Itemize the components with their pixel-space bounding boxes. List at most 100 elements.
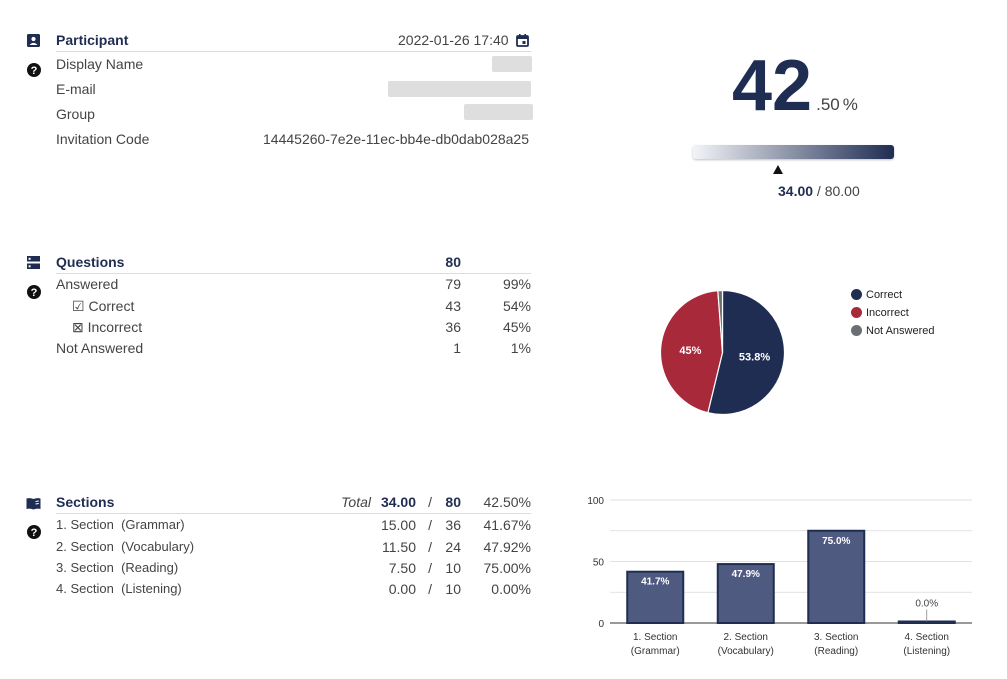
- pie-slice-correct-label: 53.8%: [739, 351, 770, 363]
- group-value: [464, 104, 533, 120]
- section-4-slash: /: [428, 581, 432, 597]
- participant-title: Participant: [56, 32, 129, 48]
- section-3-subtitle: (Reading): [121, 560, 179, 575]
- incorrect-box-icon: ⊠: [72, 319, 84, 335]
- legend-correct[interactable]: Correct: [851, 289, 902, 301]
- answered-percent: 99%: [502, 276, 531, 292]
- answered-label: Answered: [56, 276, 119, 292]
- section-2-percent: 47.92%: [483, 539, 531, 555]
- section-1-points: 15.00: [380, 517, 416, 533]
- legend-incorrect-dot: [851, 307, 862, 318]
- section-3-max: 10: [445, 560, 461, 576]
- section-1-subtitle: (Grammar): [121, 517, 185, 532]
- sections-divider: [56, 513, 531, 514]
- y-tick-label: 0: [598, 619, 604, 630]
- y-tick-label: 50: [593, 558, 605, 569]
- bar-label-section-3: 75.0%: [822, 536, 850, 547]
- legend-not-answered-label: Not Answered: [866, 325, 935, 337]
- section-3-slash: /: [428, 560, 432, 576]
- sections-total-points: 34.00: [380, 494, 416, 510]
- section-4-points: 0.00: [388, 581, 416, 597]
- score-display: 42.50%: [732, 50, 858, 122]
- legend-incorrect[interactable]: Incorrect: [851, 307, 909, 319]
- list-icon: [27, 256, 40, 269]
- bar-section-1[interactable]: [626, 570, 685, 624]
- sections-total-slash: /: [428, 494, 432, 510]
- incorrect-label: Incorrect: [87, 319, 143, 335]
- pie-slice-incorrect-label: 45%: [679, 345, 701, 357]
- score-points-value: 34.00: [778, 183, 814, 199]
- section-2-points: 11.50: [382, 539, 416, 555]
- pie-slice-incorrect[interactable]: [659, 290, 724, 414]
- section-3-percent: 75.00%: [483, 560, 531, 576]
- section-2-title: 2. Section: [56, 539, 114, 554]
- score-percent-fraction: .50: [816, 95, 840, 114]
- section-4-max: 10: [445, 581, 461, 597]
- bar-section-2[interactable]: [716, 563, 775, 624]
- score-marker: [773, 165, 784, 174]
- x-tick-label: 1. Section: [633, 632, 677, 643]
- help-icon[interactable]: ?: [27, 285, 41, 299]
- section-4-title: 4. Section: [56, 581, 114, 596]
- section-4-name: 4. Section (Listening): [56, 581, 182, 596]
- score-percent-sign: %: [842, 95, 858, 114]
- incorrect-percent: 45%: [502, 319, 531, 335]
- bar-section-3[interactable]: [807, 529, 866, 624]
- section-1-max: 36: [445, 517, 461, 533]
- legend-incorrect-label: Incorrect: [866, 307, 909, 319]
- x-tick-label: (Grammar): [631, 646, 680, 657]
- answers-pie-chart: 53.8% 45%: [659, 289, 786, 416]
- section-4-subtitle: (Listening): [121, 581, 182, 596]
- section-1-title: 1. Section: [56, 517, 114, 532]
- email-value: [388, 81, 531, 97]
- correct-percent: 54%: [502, 298, 531, 314]
- bar-label-section-2: 47.9%: [732, 569, 760, 580]
- answered-count: 79: [445, 276, 461, 292]
- field-label-display-name: Display Name: [56, 56, 144, 72]
- section-2-slash: /: [428, 539, 432, 555]
- section-1-name: 1. Section (Grammar): [56, 517, 185, 532]
- x-tick-label: 3. Section: [814, 632, 858, 643]
- section-2-max: 24: [445, 539, 461, 555]
- section-3-name: 3. Section (Reading): [56, 560, 178, 575]
- legend-correct-dot: [851, 289, 862, 300]
- pie-slice-not-answered[interactable]: [717, 289, 724, 353]
- correct-label: Correct: [88, 298, 135, 314]
- incorrect-row: ⊠ Incorrect: [72, 319, 142, 336]
- correct-count: 43: [445, 298, 461, 314]
- score-gradient-bar: [693, 145, 894, 159]
- section-2-name: 2. Section (Vocabulary): [56, 539, 194, 554]
- help-icon[interactable]: ?: [27, 63, 41, 77]
- legend-not-answered[interactable]: Not Answered: [851, 325, 934, 337]
- section-2-subtitle: (Vocabulary): [121, 539, 195, 554]
- svg-text:?: ?: [31, 65, 38, 77]
- field-label-invitation-code: Invitation Code: [56, 131, 150, 147]
- calendar-icon[interactable]: [516, 34, 529, 47]
- sections-total-max: 80: [445, 494, 461, 510]
- help-icon[interactable]: ?: [27, 525, 41, 539]
- score-points: 34.00 / 80.00: [778, 183, 860, 199]
- y-tick-label: 100: [587, 496, 604, 507]
- questions-title: Questions: [56, 254, 125, 270]
- section-3-points: 7.50: [388, 560, 416, 576]
- x-tick-label: (Reading): [814, 646, 858, 657]
- invitation-code-value: 14445260-7e2e-11ec-bb4e-db0dab028a25: [263, 131, 529, 147]
- section-3-title: 3. Section: [56, 560, 114, 575]
- incorrect-count: 36: [445, 319, 461, 335]
- not-answered-percent: 1%: [510, 340, 531, 356]
- participant-timestamp: 2022-01-26 17:40: [398, 32, 509, 48]
- svg-text:?: ?: [31, 287, 38, 299]
- svg-text:?: ?: [31, 527, 38, 539]
- x-tick-label: 4. Section: [905, 632, 949, 643]
- pie-slice-correct[interactable]: [707, 289, 786, 416]
- legend-not-answered-dot: [851, 325, 862, 336]
- score-percent-whole: 42: [732, 46, 813, 126]
- not-answered-count: 1: [453, 340, 461, 356]
- legend-correct-label: Correct: [866, 289, 903, 301]
- questions-total: 80: [445, 254, 461, 270]
- correct-checkbox-icon: ☑: [72, 298, 85, 314]
- bar-section-4[interactable]: [897, 620, 956, 624]
- bar-label-section-4: 0.0%: [915, 599, 938, 610]
- not-answered-label: Not Answered: [56, 340, 144, 356]
- field-label-group: Group: [56, 106, 95, 122]
